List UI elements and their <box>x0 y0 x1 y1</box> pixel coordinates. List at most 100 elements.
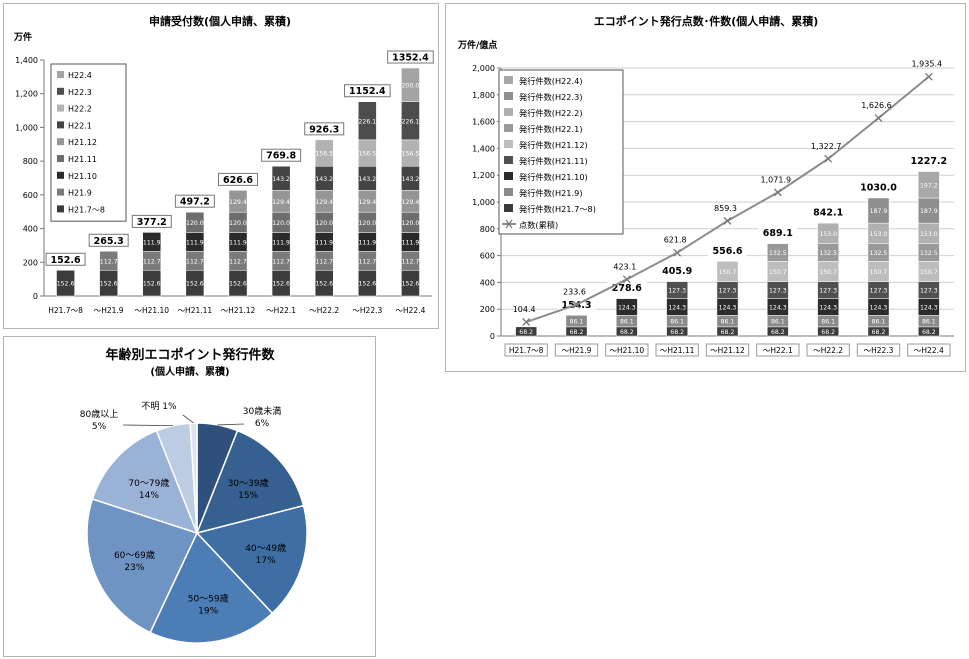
bar-segment <box>767 243 789 262</box>
total-label: 497.2 <box>180 197 210 208</box>
pie-slice-percent: 15% <box>238 491 258 501</box>
x-tick-label: ～H22.1 <box>763 346 793 355</box>
segment-label: 129.4 <box>358 199 376 206</box>
total-label-box <box>174 194 215 208</box>
legend-label: H21.7～8 <box>68 205 105 214</box>
legend-label: 発行件数(H22.4) <box>519 76 583 86</box>
segment-label: 153.0 <box>920 231 938 238</box>
legend-label: 発行件数(H21.9) <box>519 188 583 198</box>
legend-swatch <box>57 155 64 162</box>
segment-label: 152.6 <box>315 281 333 288</box>
pie-slice <box>189 422 198 534</box>
chart-subtitle: (個人申請、累積) <box>150 365 229 378</box>
segment-label: 152.6 <box>57 281 75 288</box>
total-label: 842.1 <box>813 208 843 219</box>
segment-label: 143.2 <box>358 176 376 183</box>
x-tick-label: ～H22.1 <box>266 306 296 315</box>
pie-slice-label: 30歳未満 <box>243 405 281 417</box>
total-label-box <box>304 122 345 136</box>
segment-label: 68.2 <box>519 329 533 336</box>
segment-label: 86.1 <box>872 319 886 326</box>
bar-segment <box>142 232 162 252</box>
segment-label: 143.2 <box>272 176 290 183</box>
x-tick-label: ～H21.12 <box>710 346 745 355</box>
pie-slice <box>86 498 199 634</box>
applications-chart-panel: 申請受付数(個人申請、累積) 万件 0 200 400 600 800 1,000 1,200 1… <box>3 3 439 329</box>
segment-label: 156.5 <box>315 151 333 158</box>
segment-label: 150.7 <box>769 269 787 276</box>
bar-segment <box>867 197 890 224</box>
line-data-label: 859.3 <box>714 204 737 213</box>
legend-label: 発行件数(H22.2) <box>519 108 583 118</box>
segment-label: 120.0 <box>358 220 376 227</box>
segment-label: 226.1 <box>402 118 420 125</box>
segment-label: 111.9 <box>315 239 333 246</box>
legend-label: 発行件数(H21.7～8) <box>519 204 596 214</box>
y-tick-label: 1,000 <box>472 198 495 207</box>
pie-slice-label: 80歳以上 <box>80 408 118 420</box>
segment-label: 112.7 <box>358 258 376 265</box>
segment-label: 153.0 <box>819 231 837 238</box>
bar-segment <box>99 251 118 271</box>
x-tick-label-box <box>655 343 699 357</box>
x-tick-label: H21.7～8 <box>48 306 83 315</box>
y-axis-label: 万件/億点 <box>457 39 497 51</box>
y-tick-label: 0 <box>33 292 38 301</box>
segment-label: 129.4 <box>402 199 420 206</box>
pie-slice-label: 70～79歳 <box>128 477 169 489</box>
segment-label: 200.0 <box>402 82 420 89</box>
total-label-box <box>218 172 258 186</box>
bar-segment <box>314 139 334 167</box>
line-data-label: 104.4 <box>513 305 536 314</box>
segment-label: 68.2 <box>872 329 886 336</box>
segment-label: 86.1 <box>771 319 785 326</box>
segment-label: 197.2 <box>920 182 938 189</box>
legend-label: 発行件数(H21.11) <box>519 156 588 166</box>
legend-label: H21.10 <box>68 172 97 181</box>
legend-marker <box>505 219 513 229</box>
bar-segment <box>401 67 420 102</box>
total-label: 377.2 <box>137 217 167 228</box>
legend-label: 発行件数(H21.10) <box>519 172 588 182</box>
segment-label: 124.3 <box>819 304 837 311</box>
segment-label: 112.7 <box>315 258 333 265</box>
line-marker <box>773 188 782 197</box>
legend-label: H21.12 <box>68 138 97 147</box>
line-data-label: 1,935.4 <box>912 60 943 69</box>
segment-label: 68.2 <box>670 329 684 336</box>
segment-label: 111.9 <box>358 239 376 246</box>
bar-segment <box>817 222 839 244</box>
segment-label: 156.5 <box>358 151 376 158</box>
pie-slice-percent: 19% <box>198 607 218 617</box>
age-pie-chart: 年齢別エコポイント発行件数 (個人申請、累積) 30歳未満 6% 30～39歳 15% 40… <box>80 347 308 644</box>
segment-label: 150.7 <box>870 269 888 276</box>
legend-swatch <box>57 171 64 179</box>
pie-slice-label: 30～39歳 <box>228 477 269 489</box>
legend-swatch <box>504 172 513 180</box>
x-tick-label: ～H22.3 <box>864 346 894 355</box>
line-marker <box>824 154 833 163</box>
total-label-box <box>387 50 434 64</box>
bar-segment <box>716 261 739 282</box>
bar-segment <box>271 165 291 191</box>
chart-title: 申請受付数(個人申請、累積) <box>149 14 291 28</box>
segment-label: 112.7 <box>186 258 204 265</box>
x-tick-label: ～H21.10 <box>610 346 645 355</box>
segment-label: 127.3 <box>870 288 888 295</box>
total-label-box <box>131 214 172 228</box>
segment-label: 132.5 <box>920 250 938 257</box>
segment-label: 152.6 <box>100 281 118 288</box>
pie-slice-percent: 5% <box>92 422 107 432</box>
x-tick-label: ～H21.10 <box>134 306 169 315</box>
segment-label: 143.2 <box>315 176 333 183</box>
x-tick-label: ～H21.12 <box>221 306 256 315</box>
segment-label: 187.9 <box>920 208 938 215</box>
y-tick-label: 1,600 <box>472 118 495 127</box>
total-label: 152.6 <box>51 255 81 266</box>
y-tick-label: 1,800 <box>472 91 495 100</box>
line-data-label: 1,322.7 <box>811 142 842 151</box>
legend-label: H22.3 <box>68 88 92 97</box>
x-tick-label-box <box>605 343 649 357</box>
pie-leader-line <box>122 424 174 427</box>
line-data-label: 423.1 <box>613 262 636 271</box>
